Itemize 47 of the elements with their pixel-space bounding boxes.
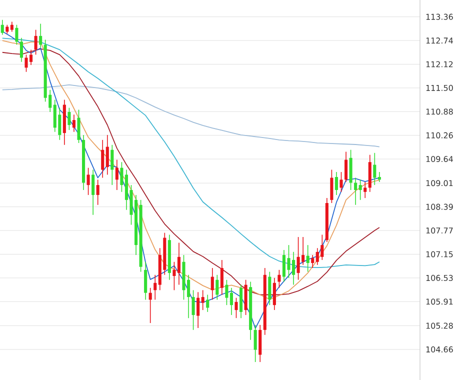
candlestick xyxy=(68,107,71,130)
candlestick xyxy=(206,294,210,312)
candlestick xyxy=(20,37,24,62)
candlestick xyxy=(330,169,334,204)
candlestick xyxy=(0,19,4,36)
candlestick xyxy=(72,114,76,132)
candlestick xyxy=(10,21,14,32)
candlestick xyxy=(306,244,310,272)
candlestick xyxy=(144,261,148,300)
candlestick xyxy=(344,151,348,182)
candlestick xyxy=(196,292,200,328)
candlestick xyxy=(311,254,314,268)
candlestick xyxy=(201,290,204,310)
candlestick xyxy=(115,159,118,190)
candlestick xyxy=(334,172,338,196)
candlestick xyxy=(225,279,228,306)
candlestick xyxy=(278,270,281,288)
candlestick xyxy=(340,172,343,192)
candlestick xyxy=(373,152,376,186)
candlestick xyxy=(358,179,362,200)
candlestick xyxy=(192,290,195,330)
candlestick xyxy=(96,179,100,206)
candlestick xyxy=(230,287,233,316)
candlestick xyxy=(216,274,219,300)
candlestick xyxy=(86,167,90,196)
candlestick xyxy=(120,162,124,192)
candlestick xyxy=(354,177,358,206)
candlestick xyxy=(39,23,42,48)
candlestick xyxy=(210,268,214,300)
candlestick xyxy=(364,182,367,198)
candlestick xyxy=(106,134,109,176)
candlestick xyxy=(254,324,257,362)
candlestick xyxy=(177,242,181,286)
candlestick xyxy=(220,260,224,296)
candlestick xyxy=(101,140,104,178)
candlestick xyxy=(154,274,157,300)
candlestick xyxy=(234,297,238,318)
candlestick xyxy=(110,144,114,186)
candlestick xyxy=(148,287,152,324)
candlestick xyxy=(378,172,381,182)
candlestick xyxy=(15,24,18,46)
candlestick xyxy=(172,261,176,291)
candlestick xyxy=(77,109,80,144)
candlestick xyxy=(92,169,95,216)
candlestick xyxy=(272,278,276,310)
candlestick xyxy=(34,29,38,56)
candlestick xyxy=(268,271,272,306)
